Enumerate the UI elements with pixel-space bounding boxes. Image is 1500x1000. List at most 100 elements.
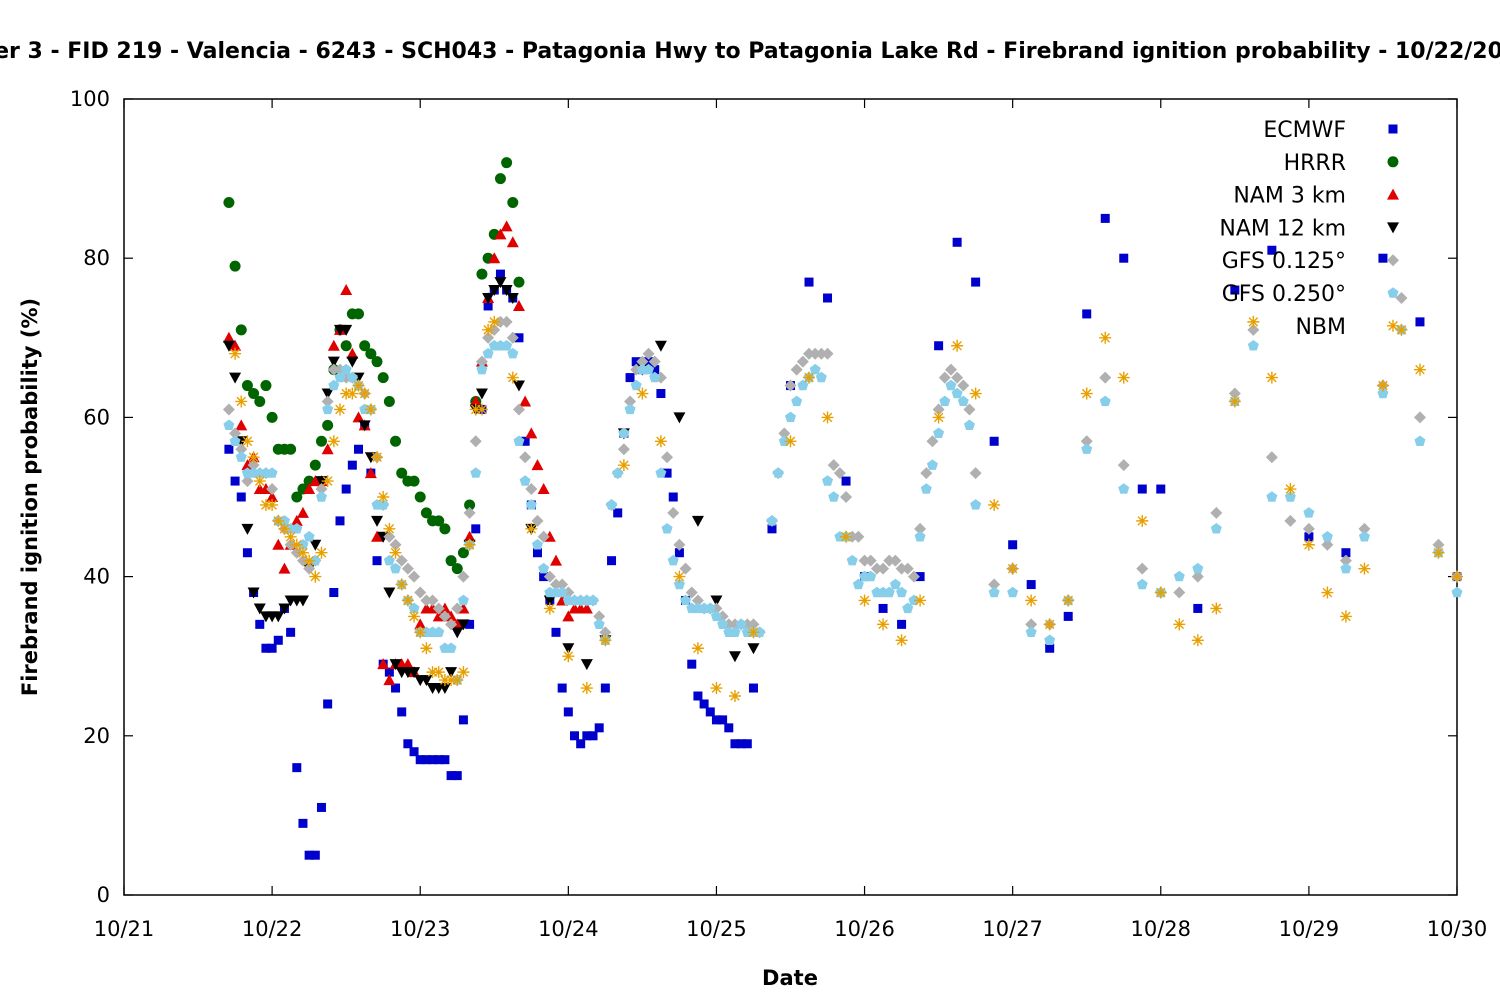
data-point <box>420 675 433 687</box>
data-point <box>1267 245 1277 255</box>
data-point <box>1432 538 1445 551</box>
data-point <box>580 602 593 614</box>
data-point <box>321 443 334 455</box>
legend-entry-label: GFS 0.250° <box>1222 282 1346 307</box>
data-point <box>588 731 598 741</box>
data-point <box>963 403 976 416</box>
data-point <box>457 666 470 679</box>
data-point <box>1210 602 1223 615</box>
data-point <box>587 594 599 606</box>
data-point <box>920 467 933 480</box>
data-point <box>1247 339 1259 351</box>
data-point <box>372 556 382 566</box>
data-point <box>463 538 476 551</box>
chart-title: Tier 3 - FID 219 - Valencia - 6243 - SCH… <box>0 39 1500 64</box>
data-point <box>1302 538 1315 551</box>
data-point <box>483 301 493 311</box>
data-point <box>654 435 667 448</box>
data-point <box>506 371 519 384</box>
data-point <box>1191 634 1204 647</box>
data-point <box>833 467 846 480</box>
data-point <box>648 355 661 368</box>
data-point <box>562 650 575 663</box>
data-point <box>229 427 242 440</box>
data-point <box>253 475 266 488</box>
data-point <box>346 387 359 400</box>
data-point <box>222 403 235 416</box>
data-point <box>655 467 667 478</box>
legend-marker <box>1387 319 1399 332</box>
data-point <box>235 419 248 431</box>
data-point <box>803 371 816 384</box>
data-point <box>650 365 660 375</box>
data-point <box>315 546 328 559</box>
data-point <box>673 570 686 583</box>
data-point <box>501 339 513 351</box>
data-point <box>531 459 544 471</box>
data-point <box>358 387 371 400</box>
data-point <box>371 451 384 464</box>
data-point <box>1266 491 1278 502</box>
data-point <box>415 755 425 765</box>
data-point <box>1173 618 1186 631</box>
data-point <box>1025 594 1038 607</box>
data-point <box>354 444 364 454</box>
data-point <box>409 747 419 757</box>
data-point <box>377 658 390 670</box>
data-point <box>327 435 340 448</box>
data-point <box>1044 634 1056 645</box>
data-point <box>377 499 389 510</box>
data-point <box>593 610 606 623</box>
data-point <box>963 419 975 431</box>
data-point <box>452 771 462 781</box>
data-point <box>525 522 538 535</box>
data-point <box>335 516 345 526</box>
data-point <box>636 387 649 400</box>
data-point <box>1413 411 1426 424</box>
data-point <box>747 618 760 631</box>
data-point <box>223 419 235 431</box>
data-point <box>421 755 431 765</box>
x-tick-label: 10/29 <box>1279 917 1340 941</box>
data-point <box>222 340 235 352</box>
data-point <box>340 387 353 400</box>
data-point <box>790 363 803 376</box>
data-point <box>1156 484 1166 494</box>
data-point <box>791 395 803 407</box>
data-point <box>687 659 697 669</box>
data-point <box>551 627 561 637</box>
data-point <box>673 578 685 590</box>
data-point <box>685 586 698 599</box>
data-point <box>309 570 322 583</box>
data-point <box>926 459 938 470</box>
data-point <box>439 523 451 535</box>
data-point <box>673 412 686 424</box>
data-point <box>767 524 777 534</box>
data-point <box>613 508 623 518</box>
data-point <box>870 562 883 575</box>
data-point <box>1358 522 1371 535</box>
y-axis-label: Firebrand ignition probability (%) <box>18 298 42 696</box>
data-point <box>674 548 684 558</box>
data-point <box>649 371 661 383</box>
x-tick-label: 10/25 <box>686 917 747 941</box>
data-point <box>661 523 673 534</box>
data-point <box>371 530 384 542</box>
data-point <box>631 357 641 367</box>
data-point <box>303 483 316 495</box>
data-point <box>636 355 649 368</box>
data-point <box>315 483 328 496</box>
data-point <box>1415 317 1425 327</box>
data-point <box>241 380 253 392</box>
data-point <box>920 483 932 494</box>
data-point <box>290 514 303 526</box>
data-point <box>864 554 877 567</box>
data-point <box>951 339 964 352</box>
data-point <box>939 395 951 407</box>
data-point <box>1099 331 1112 344</box>
data-point <box>500 220 513 232</box>
data-point <box>821 347 834 360</box>
data-point <box>865 570 877 582</box>
data-point <box>383 674 396 686</box>
data-point <box>286 627 296 637</box>
